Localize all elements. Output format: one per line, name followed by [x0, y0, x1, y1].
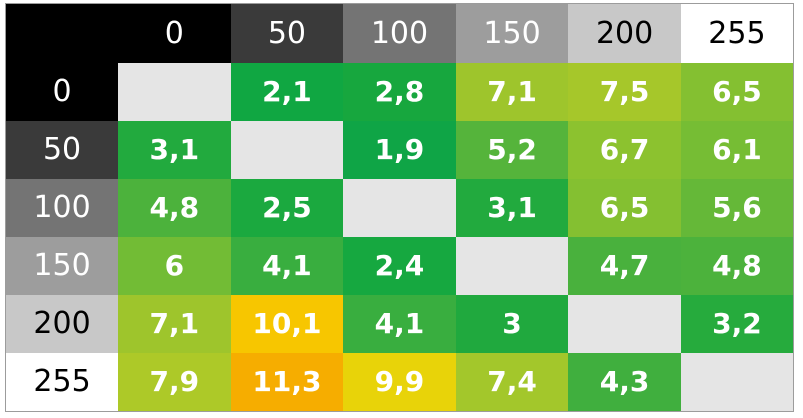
cell-50-200: 6,7 [568, 120, 681, 179]
matrix-row-100: 100 4,8 2,5 3,1 6,5 5,6 [5, 178, 794, 237]
row-header-100: 100 [5, 178, 119, 237]
cell-0-200: 7,5 [568, 63, 681, 121]
cell-200-255: 3,2 [680, 294, 794, 353]
row-header-200: 200 [5, 294, 119, 353]
cell-200-50: 10,1 [230, 294, 344, 353]
cell-0-255: 6,5 [680, 63, 794, 121]
heatmap-container: 0 50 100 150 200 255 0 2,1 2,8 7,1 7,5 6,5 50 3,1 1,9 5… [5, 3, 794, 412]
cell-150-50: 4,1 [230, 236, 344, 295]
col-header-150: 150 [455, 3, 569, 63]
cell-150-200: 4,7 [568, 236, 681, 295]
cell-200-0: 7,1 [118, 294, 231, 353]
diagonal-empty-cell-200-200 [568, 294, 681, 353]
matrix-row-255: 255 7,9 11,3 9,9 7,4 4,3 [5, 352, 794, 412]
cell-150-255: 4,8 [680, 236, 794, 295]
matrix-row-0: 0 2,1 2,8 7,1 7,5 6,5 [5, 63, 794, 121]
cell-100-200: 6,5 [568, 178, 681, 237]
cell-50-150: 5,2 [455, 120, 569, 179]
cell-150-100: 2,4 [343, 236, 456, 295]
cell-50-0: 3,1 [118, 120, 231, 179]
row-header-50: 50 [5, 120, 119, 179]
col-header-100: 100 [343, 3, 456, 63]
cell-255-0: 7,9 [118, 352, 231, 412]
cell-100-150: 3,1 [455, 178, 569, 237]
diagonal-empty-cell-100-100 [343, 178, 456, 237]
matrix-row-150: 150 6 4,1 2,4 4,7 4,8 [5, 236, 794, 295]
cell-0-50: 2,1 [230, 63, 344, 121]
col-header-200: 200 [568, 3, 681, 63]
diagonal-empty-cell-150-150 [455, 236, 569, 295]
cell-255-100: 9,9 [343, 352, 456, 412]
cell-0-150: 7,1 [455, 63, 569, 121]
cell-50-100: 1,9 [343, 120, 456, 179]
row-header-255: 255 [5, 352, 119, 412]
cell-100-0: 4,8 [118, 178, 231, 237]
cell-200-150: 3 [455, 294, 569, 353]
cell-200-100: 4,1 [343, 294, 456, 353]
matrix-row-200: 200 7,1 10,1 4,1 3 3,2 [5, 294, 794, 353]
matrix-row-50: 50 3,1 1,9 5,2 6,7 6,1 [5, 120, 794, 179]
cell-50-255: 6,1 [680, 120, 794, 179]
row-header-150: 150 [5, 236, 119, 295]
diagonal-empty-cell-255-255 [680, 352, 794, 412]
cell-100-50: 2,5 [230, 178, 344, 237]
cell-0-100: 2,8 [343, 63, 456, 121]
cell-255-50: 11,3 [230, 352, 344, 412]
cell-255-200: 4,3 [568, 352, 681, 412]
diagonal-empty-cell-0-0 [118, 63, 231, 121]
cell-255-150: 7,4 [455, 352, 569, 412]
col-header-50: 50 [230, 3, 344, 63]
grayscale-difference-heatmap: 0 50 100 150 200 255 0 2,1 2,8 7,1 7,5 6,5 50 3,1 1,9 5… [5, 3, 794, 412]
col-header-0: 0 [118, 3, 231, 63]
column-header-row: 0 50 100 150 200 255 [5, 3, 794, 63]
corner-cell [5, 3, 119, 63]
cell-150-0: 6 [118, 236, 231, 295]
diagonal-empty-cell-50-50 [230, 120, 344, 179]
row-header-0: 0 [5, 63, 119, 121]
cell-100-255: 5,6 [680, 178, 794, 237]
col-header-255: 255 [680, 3, 794, 63]
